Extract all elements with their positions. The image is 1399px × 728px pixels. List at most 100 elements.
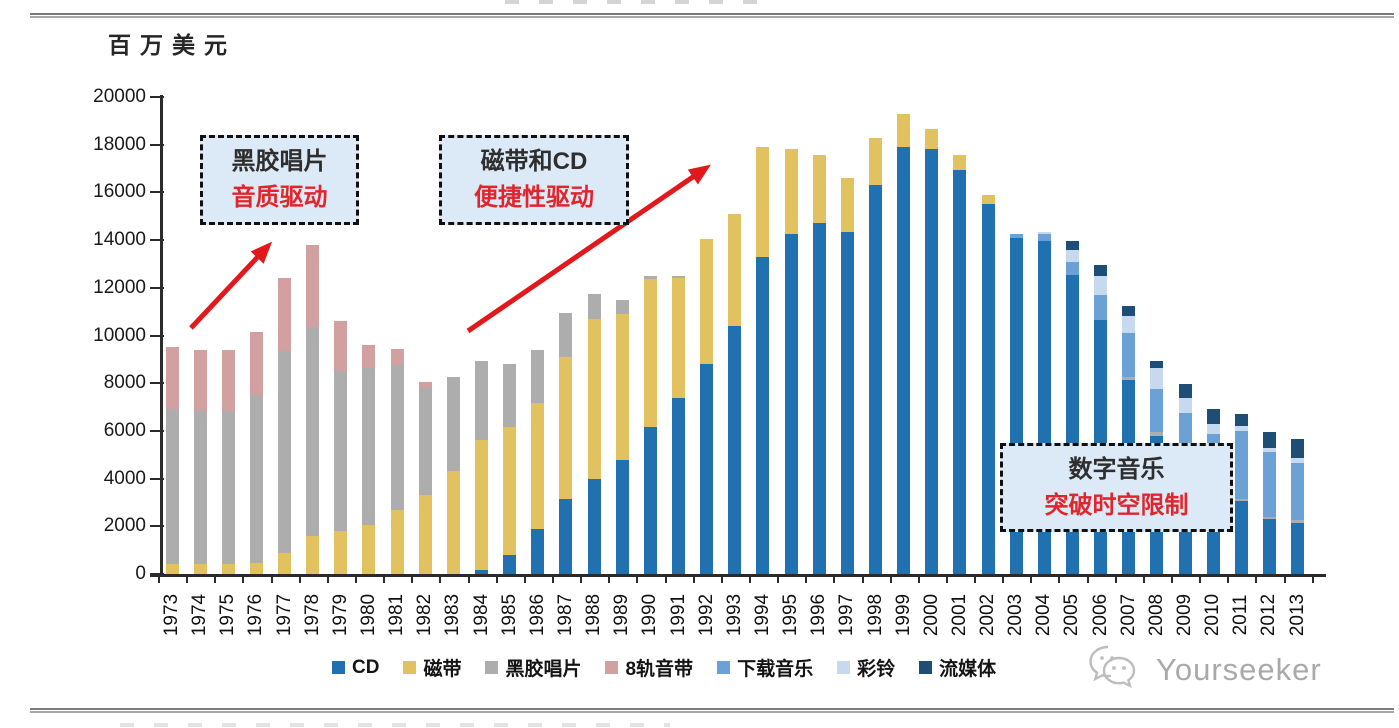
annotation-subtitle: 音质驱动 bbox=[231, 184, 328, 211]
bar-segment bbox=[1178, 413, 1192, 444]
x-axis-year-label: 1974 bbox=[189, 593, 211, 637]
bar-segment bbox=[503, 364, 517, 428]
bar-segment bbox=[249, 395, 263, 564]
bar-segment bbox=[1065, 261, 1079, 275]
watermark: Yourseeker bbox=[1086, 643, 1322, 697]
bar-segment bbox=[1178, 397, 1192, 413]
bar-segment bbox=[165, 347, 179, 410]
bar-segment bbox=[981, 204, 995, 574]
bar-segment bbox=[475, 440, 489, 571]
x-axis-tick bbox=[833, 576, 836, 583]
bar-segment bbox=[925, 149, 939, 574]
annotation-title: 数字音乐 bbox=[1068, 455, 1165, 483]
bar-segment bbox=[1150, 389, 1164, 433]
y-axis-tick-label: 8000 bbox=[103, 372, 146, 394]
bar-segment bbox=[587, 293, 601, 319]
x-axis-tick bbox=[1227, 576, 1230, 583]
bar-segment bbox=[784, 149, 798, 235]
bar-segment bbox=[840, 231, 854, 574]
x-axis-year-label: 1997 bbox=[836, 593, 858, 637]
x-axis-year-label: 2012 bbox=[1258, 593, 1280, 637]
x-axis-tick bbox=[1311, 576, 1314, 583]
bar-segment bbox=[1262, 516, 1276, 520]
y-axis-tick bbox=[150, 334, 164, 337]
bar-segment bbox=[1178, 384, 1192, 398]
y-axis-tick bbox=[150, 191, 164, 194]
y-axis-tick-label: 18000 bbox=[93, 133, 146, 155]
legend-swatch bbox=[332, 661, 345, 674]
x-axis-tick bbox=[1002, 576, 1005, 583]
bar-segment bbox=[1122, 305, 1136, 317]
bar-segment bbox=[306, 327, 320, 536]
bar-segment bbox=[672, 278, 686, 398]
x-axis-tick bbox=[636, 576, 639, 583]
bar-segment bbox=[672, 275, 686, 279]
x-axis-tick bbox=[777, 576, 780, 583]
bar-segment bbox=[1094, 265, 1108, 276]
legend-item: 黑胶唱片 bbox=[485, 654, 581, 681]
bar-segment bbox=[165, 409, 179, 565]
x-axis-year-label: 1984 bbox=[470, 593, 492, 637]
x-axis-year-label: 1989 bbox=[611, 593, 633, 637]
bar-segment bbox=[784, 234, 798, 574]
bar-segment bbox=[1094, 275, 1108, 295]
y-axis-tick-label: 4000 bbox=[103, 467, 146, 489]
bar-segment bbox=[1122, 377, 1136, 380]
bar-segment bbox=[278, 552, 292, 574]
bar-segment bbox=[812, 155, 826, 224]
bar-segment bbox=[615, 314, 629, 460]
x-axis-tick bbox=[608, 576, 611, 583]
x-axis-tick bbox=[720, 576, 723, 583]
legend-swatch bbox=[717, 661, 731, 674]
x-axis-tick bbox=[495, 576, 498, 583]
x-axis-tick bbox=[664, 576, 667, 583]
x-axis-year-label: 1977 bbox=[273, 593, 295, 637]
legend-item: 彩铃 bbox=[837, 654, 895, 681]
cropped-text-remnant-bottom bbox=[120, 723, 670, 727]
bar-segment bbox=[475, 570, 489, 574]
x-axis-year-label: 2008 bbox=[1145, 593, 1167, 637]
x-axis-year-label: 2013 bbox=[1286, 593, 1308, 637]
x-axis-year-label: 2003 bbox=[1005, 593, 1027, 637]
y-axis-tick-label: 20000 bbox=[93, 86, 146, 107]
x-axis-tick bbox=[1255, 576, 1258, 583]
x-axis-tick bbox=[523, 576, 526, 583]
bar-segment bbox=[1122, 316, 1136, 334]
x-axis-year-label: 1982 bbox=[414, 593, 436, 637]
x-axis-year-label: 1999 bbox=[892, 593, 914, 637]
bar-segment bbox=[446, 377, 460, 472]
bar-segment bbox=[475, 360, 489, 441]
bar-segment bbox=[531, 349, 545, 404]
x-axis-year-label: 1998 bbox=[864, 593, 886, 637]
x-axis-year-label: 2000 bbox=[920, 593, 942, 637]
legend-item: CD bbox=[332, 657, 379, 679]
bar-segment bbox=[559, 312, 573, 357]
x-axis-year-label: 2002 bbox=[977, 593, 999, 637]
legend-item: 磁带 bbox=[403, 654, 461, 681]
bar-segment bbox=[812, 223, 826, 574]
bar-segment bbox=[728, 325, 742, 574]
x-axis-year-label: 2006 bbox=[1089, 593, 1111, 637]
bar-segment bbox=[1234, 498, 1248, 502]
x-axis-tick bbox=[298, 576, 301, 583]
legend-label: CD bbox=[352, 656, 380, 678]
x-axis-year-label: 1995 bbox=[780, 593, 802, 637]
bar-segment bbox=[643, 427, 657, 574]
x-axis-year-label: 1990 bbox=[639, 593, 661, 637]
bar-segment bbox=[1206, 409, 1220, 424]
bar-segment bbox=[1009, 234, 1023, 238]
y-axis-tick bbox=[150, 382, 164, 385]
legend-label: 磁带 bbox=[423, 659, 462, 680]
annotation-subtitle: 突破时空限制 bbox=[1044, 491, 1189, 519]
bar-segment bbox=[1234, 501, 1248, 574]
x-axis-tick bbox=[748, 576, 751, 583]
bar-segment bbox=[418, 495, 432, 574]
bar-segment bbox=[1291, 522, 1305, 574]
x-axis-year-label: 2009 bbox=[1174, 593, 1196, 637]
x-axis-year-label: 2011 bbox=[1230, 594, 1252, 636]
bar-segment bbox=[643, 275, 657, 280]
x-axis-tick bbox=[917, 576, 920, 583]
x-axis-year-label: 1980 bbox=[357, 593, 379, 637]
x-axis-year-label: 2005 bbox=[1061, 593, 1083, 637]
